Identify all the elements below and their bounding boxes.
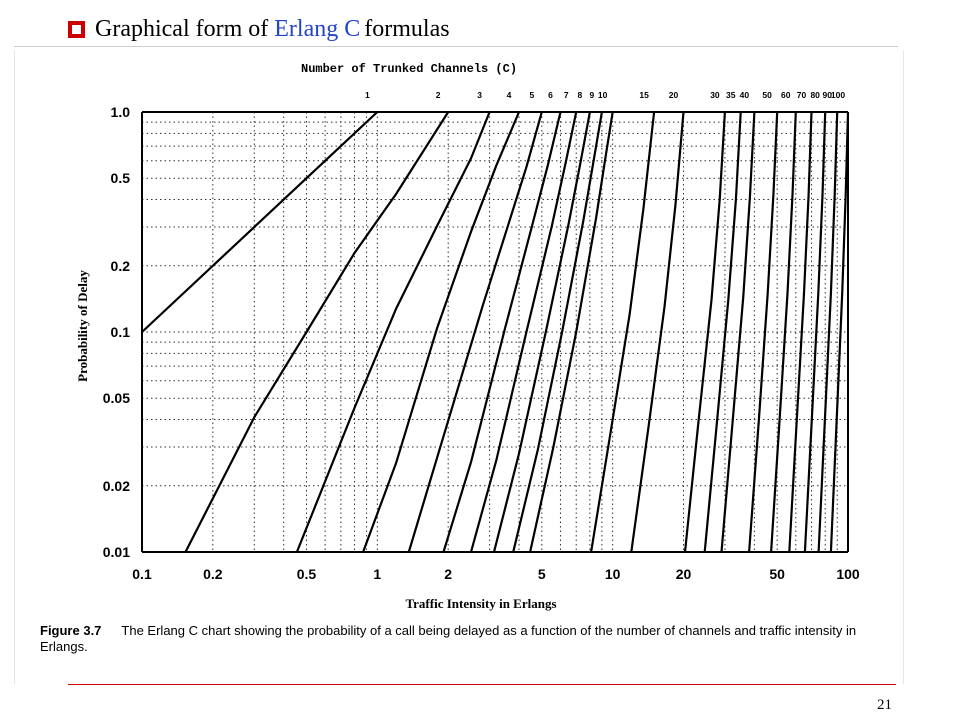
series-line-c30	[683, 111, 726, 553]
footer-divider	[68, 684, 896, 685]
x-tick-label: 100	[836, 566, 860, 582]
x-tick-label: 0.5	[297, 566, 317, 582]
channel-count-label: 20	[669, 90, 679, 100]
erlang-c-chart: 0.1 0.2 0.5 1 2 5 10 20 50 100 0.01 0.02 0.05 0.1 0.2 0…	[75, 62, 860, 611]
channel-count-label: 30	[710, 90, 720, 100]
chart-title: Number of Trunked Channels (C)	[301, 62, 517, 76]
series-line-c7	[469, 111, 578, 553]
x-tick-label: 50	[769, 566, 785, 582]
y-tick-label: 0.1	[111, 324, 131, 340]
channel-count-label: 90	[822, 90, 832, 100]
x-tick-label: 2	[444, 566, 452, 582]
channel-count-label: 40	[740, 90, 750, 100]
figure-panel: 0.1 0.2 0.5 1 2 5 10 20 50 100 0.01 0.02 0.05 0.1 0.2 0…	[14, 50, 904, 684]
x-tick-label: 0.1	[132, 566, 152, 582]
channel-count-label: 8	[577, 90, 582, 100]
x-axis-label: Traffic Intensity in Erlangs	[405, 596, 556, 611]
series-line-c4	[362, 111, 521, 553]
caption-text: The Erlang C chart showing the probabili…	[40, 623, 857, 654]
channel-count-label: 100	[831, 90, 845, 100]
square-bullet-icon	[68, 20, 85, 38]
series-line-c70	[788, 111, 813, 553]
slide-heading: Graphical form of Erlang C formulas	[68, 12, 450, 46]
y-tick-label: 0.01	[103, 544, 130, 560]
series-line-c9	[512, 111, 603, 553]
channel-count-label: 1	[365, 90, 370, 100]
series-line-c35	[703, 111, 742, 553]
top-divider	[14, 46, 898, 47]
channel-count-label: 15	[639, 90, 649, 100]
series-line-c40	[720, 111, 756, 553]
x-tick-label: 1	[373, 566, 381, 582]
channel-count-label: 80	[810, 90, 820, 100]
series-line-c5	[407, 111, 543, 553]
channel-count-label: 6	[548, 90, 553, 100]
x-tick-label: 10	[605, 566, 621, 582]
channel-count-label: 5	[529, 90, 534, 100]
channel-count-label: 4	[507, 90, 512, 100]
caption-label: Figure 3.7	[40, 623, 102, 638]
series-line-c100	[829, 111, 850, 553]
channel-count-label: 70	[797, 90, 807, 100]
channel-count-label: 9	[590, 90, 595, 100]
y-axis-label: Probability of Delay	[75, 270, 90, 382]
y-tick-label: 1.0	[111, 104, 131, 120]
slide-title-highlight: Erlang C	[274, 15, 361, 42]
y-tick-label: 0.02	[103, 478, 130, 494]
channel-count-label: 35	[726, 90, 736, 100]
slide-title-suffix: formulas	[364, 15, 450, 42]
y-tick-label: 0.2	[111, 258, 131, 274]
y-tick-label: 0.5	[111, 170, 131, 186]
channel-count-label: 10	[598, 90, 608, 100]
series-line-c90	[817, 111, 839, 553]
series-line-c10	[529, 111, 614, 553]
series-line-c3	[295, 111, 491, 553]
series-line-c50	[748, 111, 779, 553]
series-line-c20	[630, 111, 685, 553]
series-line-c6	[442, 111, 562, 553]
x-tick-label: 5	[538, 566, 546, 582]
channel-count-label: 50	[762, 90, 772, 100]
slide-title-prefix: Graphical form of	[95, 15, 269, 42]
series-line-c60	[770, 111, 797, 553]
x-tick-label: 20	[676, 566, 692, 582]
series-line-c2	[184, 111, 450, 553]
x-tick-label: 0.2	[203, 566, 223, 582]
series-line-c1	[141, 111, 379, 333]
series-line-c80	[803, 111, 827, 553]
channel-count-label: 3	[477, 90, 482, 100]
y-tick-label: 0.05	[103, 390, 130, 406]
channel-count-label: 60	[781, 90, 791, 100]
channel-count-label: 7	[564, 90, 569, 100]
page-number: 21	[877, 697, 892, 713]
series-line-c8	[492, 111, 591, 553]
series-line-c15	[590, 111, 656, 553]
figure-caption: Figure 3.7 The Erlang C chart showing the…	[40, 623, 900, 655]
channel-count-label: 2	[436, 90, 441, 100]
